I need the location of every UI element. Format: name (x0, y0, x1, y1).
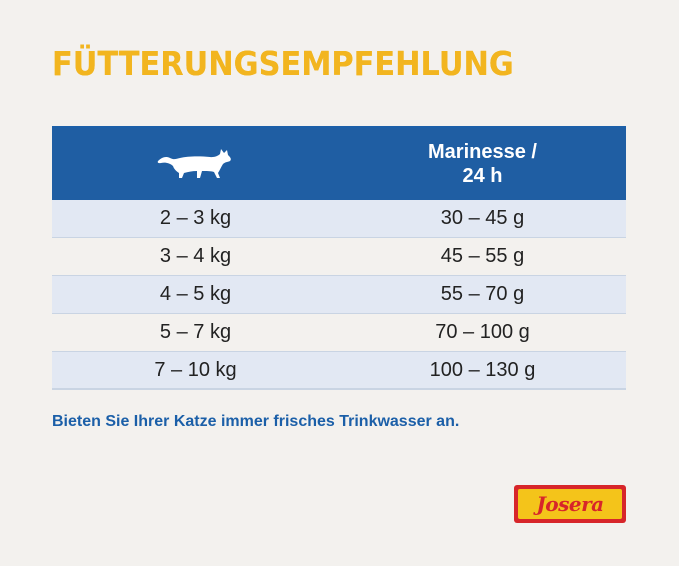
header-amount-line2: 24 h (462, 165, 503, 187)
logo-badge: Josera (518, 489, 622, 519)
table-row: 2 – 3 kg 30 – 45 g (52, 200, 626, 238)
weight-cell: 2 – 3 kg (159, 207, 232, 229)
logo-text: Josera (536, 492, 604, 516)
amount-cell: 100 – 130 g (429, 358, 536, 381)
amount-cell: 70 – 100 g (435, 321, 530, 343)
header-cell-marinesse: Marinesse / 24 h (339, 140, 626, 188)
amount-cell: 55 – 70 g (440, 283, 525, 305)
page-title: FÜTTERUNGSEMPFEHLUNG (52, 44, 514, 83)
weight-cell: 3 – 4 kg (159, 245, 232, 267)
table-row: 5 – 7 kg 70 – 100 g (52, 314, 626, 352)
table-row: 4 – 5 kg 55 – 70 g (52, 276, 626, 314)
feeding-table: Marinesse / 24 h 2 – 3 kg 30 – 45 g 3 – … (52, 126, 626, 390)
header-cell-cat (52, 147, 339, 181)
table-top-rule (52, 126, 626, 128)
weight-cell: 7 – 10 kg (154, 358, 237, 381)
weight-cell: 4 – 5 kg (159, 283, 232, 305)
table-header: Marinesse / 24 h (52, 128, 626, 200)
cat-icon (157, 149, 231, 178)
table-row: 7 – 10 kg 100 – 130 g (52, 352, 626, 390)
amount-cell: 45 – 55 g (440, 245, 525, 267)
header-amount-line1: Marinesse / (428, 141, 537, 163)
josera-logo: Josera (514, 485, 626, 523)
weight-cell: 5 – 7 kg (159, 321, 232, 343)
table-row: 3 – 4 kg 45 – 55 g (52, 238, 626, 276)
amount-cell: 30 – 45 g (440, 207, 525, 229)
water-note: Bieten Sie Ihrer Katze immer frisches Tr… (52, 413, 460, 430)
